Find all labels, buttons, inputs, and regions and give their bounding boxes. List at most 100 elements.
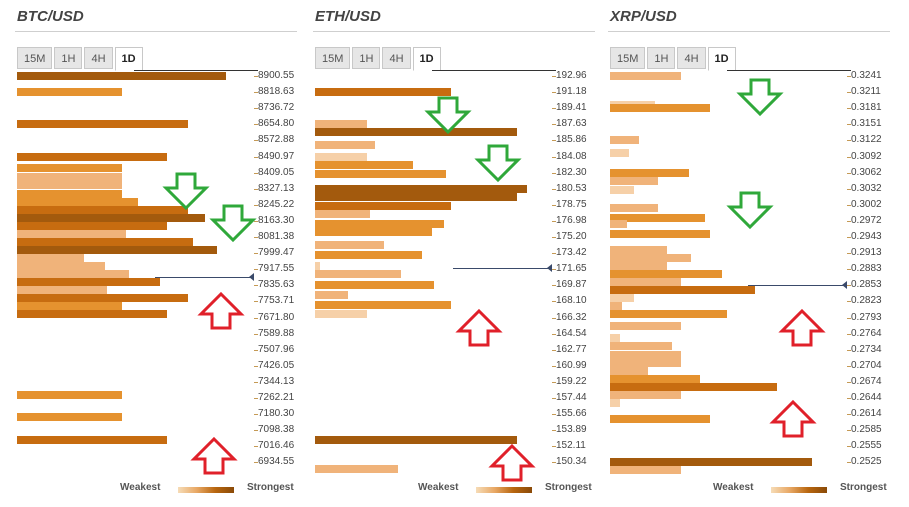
level-tick — [552, 462, 556, 464]
current-price-marker — [842, 281, 847, 290]
tab-15m[interactable]: 15M — [610, 47, 646, 69]
level-tick — [552, 269, 556, 271]
price-level-label: 184.08 — [552, 151, 587, 162]
price-level-value: 0.2913 — [851, 247, 882, 259]
confluence-bar — [315, 120, 367, 129]
timeframe-tabs: 15M 1H 4H 1D — [610, 47, 738, 71]
tab-1d[interactable]: 1D — [114, 47, 143, 71]
confluence-bar — [315, 310, 367, 319]
tab-1d[interactable]: 1D — [707, 47, 736, 71]
level-tick — [552, 333, 556, 335]
confluence-bar — [315, 210, 370, 219]
price-level-value: 0.2883 — [851, 263, 882, 275]
current-price-line — [155, 277, 252, 279]
tab-15m[interactable]: 15M — [17, 47, 53, 69]
level-tick — [254, 414, 258, 416]
legend-strongest: Strongest — [247, 482, 294, 493]
arrow-down-icon — [424, 96, 472, 135]
confluence-bar — [610, 321, 681, 330]
price-level-label: 178.75 — [552, 199, 587, 210]
tab-4h[interactable]: 4H — [382, 47, 411, 69]
tab-1h[interactable]: 1H — [352, 47, 381, 69]
price-level-value: 8245.22 — [258, 198, 295, 210]
price-level-label: 0.2644 — [847, 392, 882, 403]
confluence-bar — [17, 152, 167, 161]
price-level-label: 0.2704 — [847, 360, 882, 371]
level-tick — [254, 156, 258, 158]
price-level-label: 0.2823 — [847, 295, 882, 306]
price-level-value: 185.86 — [556, 134, 587, 146]
tab-15m[interactable]: 15M — [315, 47, 351, 69]
level-tick — [254, 317, 258, 319]
confluence-bar — [315, 88, 451, 97]
resistance-arrow — [209, 203, 257, 248]
tab-1h[interactable]: 1H — [54, 47, 83, 69]
level-tick — [847, 462, 851, 464]
price-level-value: 0.2525 — [851, 456, 882, 468]
price-level-value: 7016.46 — [258, 440, 295, 452]
confluence-bar — [610, 414, 710, 423]
price-level-label: 192.96 — [552, 70, 587, 81]
tab-1h[interactable]: 1H — [647, 47, 676, 69]
confluence-bar — [610, 398, 620, 407]
confluence-bar — [315, 464, 398, 473]
legend-gradient — [178, 487, 234, 493]
price-level-label: 157.44 — [552, 392, 587, 403]
arrow-up-icon — [190, 436, 238, 475]
confluence-bar — [17, 189, 122, 198]
level-tick — [254, 381, 258, 383]
price-level-label: 8490.97 — [254, 151, 294, 162]
confluence-bar — [315, 300, 451, 309]
level-tick — [254, 92, 258, 94]
confluence-bar — [610, 253, 691, 262]
level-tick — [847, 317, 851, 319]
level-tick — [847, 156, 851, 158]
level-tick — [847, 301, 851, 303]
level-tick — [847, 398, 851, 399]
price-level-value: 0.3122 — [851, 134, 882, 146]
price-level-value: 8327.13 — [258, 182, 295, 194]
resistance-arrow — [424, 95, 472, 140]
arrow-up-icon — [197, 291, 245, 330]
price-level-value: 173.42 — [556, 247, 587, 259]
tab-4h[interactable]: 4H — [677, 47, 706, 69]
panel-btc-usd: BTC/USD 15M 1H 4H 1D 8900.55 8818.63 8736.72 865… — [15, 0, 305, 507]
price-level-value: 0.2555 — [851, 440, 882, 452]
level-tick — [254, 237, 258, 238]
tab-underline — [134, 70, 258, 71]
tab-4h[interactable]: 4H — [84, 47, 113, 69]
price-level-label: 0.3151 — [847, 118, 882, 130]
timeframe-tabs: 15M 1H 4H 1D — [17, 47, 145, 71]
price-level-label: 0.2764 — [847, 328, 882, 339]
confluence-bar — [315, 220, 444, 229]
price-level-label: 187.63 — [552, 118, 587, 129]
price-level-value: 0.2585 — [851, 424, 882, 436]
confluence-bar — [610, 466, 681, 475]
confluence-bar — [610, 302, 622, 311]
price-level-value: 7507.96 — [258, 343, 295, 355]
level-tick — [552, 317, 556, 319]
level-tick — [847, 237, 851, 238]
legend-weakest: Weakest — [120, 482, 161, 493]
confluence-bar — [17, 270, 129, 279]
price-level-value: 0.3151 — [851, 118, 882, 130]
confluence-bar — [610, 176, 658, 185]
confluence-bar — [315, 435, 517, 444]
price-level-label: 189.41 — [552, 102, 587, 113]
confluence-bar — [610, 342, 672, 351]
level-tick — [254, 285, 258, 287]
arrow-down-icon — [726, 191, 774, 230]
confluence-bar — [610, 245, 667, 254]
legend-gradient — [476, 487, 532, 493]
level-tick — [847, 140, 851, 142]
price-level-label: 176.98 — [552, 215, 587, 226]
level-tick — [254, 220, 258, 222]
resistance-arrow — [474, 143, 522, 188]
level-tick — [847, 108, 851, 110]
confluence-bar — [315, 261, 320, 270]
confluence-bar — [17, 213, 205, 222]
support-arrow — [769, 399, 817, 444]
price-level-label: 152.11 — [552, 440, 586, 451]
price-level-label: 0.3032 — [847, 183, 882, 194]
tab-1d[interactable]: 1D — [412, 47, 441, 71]
